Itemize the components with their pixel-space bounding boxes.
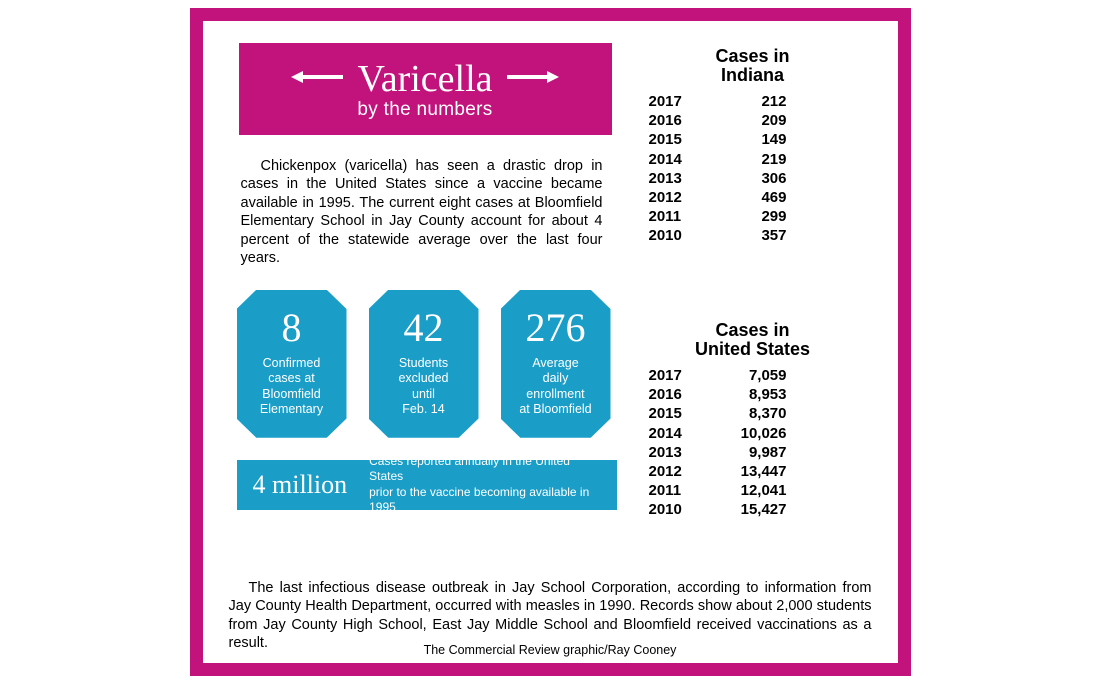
table-row: 20158,370 bbox=[643, 404, 863, 423]
arrow-left-icon bbox=[291, 70, 343, 88]
badge-students-excluded: 42 Students excluded until Feb. 14 bbox=[369, 290, 479, 438]
million-number: 4 million bbox=[253, 470, 348, 500]
table-row: 201015,427 bbox=[643, 500, 863, 519]
credit-line: The Commercial Review graphic/Ray Cooney bbox=[203, 643, 898, 657]
title-banner: Varicella by the numbers bbox=[239, 43, 612, 135]
year-cell: 2014 bbox=[643, 424, 705, 443]
table-row: 20139,987 bbox=[643, 443, 863, 462]
badge-number: 8 bbox=[282, 308, 302, 348]
cases-indiana-table: 2017212201620920151492014219201330620124… bbox=[643, 92, 863, 246]
year-cell: 2017 bbox=[643, 92, 705, 111]
cases-indiana: Cases in Indiana 20172122016209201514920… bbox=[643, 47, 863, 246]
title-subtitle: by the numbers bbox=[357, 99, 492, 121]
year-cell: 2017 bbox=[643, 366, 705, 385]
table-row: 2014219 bbox=[643, 150, 863, 169]
year-cell: 2015 bbox=[643, 404, 705, 423]
title-main: Varicella bbox=[357, 57, 492, 101]
table-row: 20168,953 bbox=[643, 385, 863, 404]
year-cell: 2015 bbox=[643, 130, 705, 149]
year-cell: 2012 bbox=[643, 188, 705, 207]
year-cell: 2010 bbox=[643, 226, 705, 245]
year-cell: 2016 bbox=[643, 385, 705, 404]
table-row: 2012469 bbox=[643, 188, 863, 207]
value-cell: 219 bbox=[705, 150, 805, 169]
value-cell: 469 bbox=[705, 188, 805, 207]
cases-us-title: Cases in United States bbox=[643, 321, 863, 361]
million-bar: 4 million Cases reported annually in the… bbox=[237, 460, 617, 510]
value-cell: 212 bbox=[705, 92, 805, 111]
table-row: 2016209 bbox=[643, 111, 863, 130]
year-cell: 2012 bbox=[643, 462, 705, 481]
value-cell: 7,059 bbox=[705, 366, 805, 385]
table-row: 2010357 bbox=[643, 226, 863, 245]
year-cell: 2014 bbox=[643, 150, 705, 169]
value-cell: 149 bbox=[705, 130, 805, 149]
value-cell: 8,953 bbox=[705, 385, 805, 404]
year-cell: 2011 bbox=[643, 481, 705, 500]
badge-enrollment: 276 Average daily enrollment at Bloomfie… bbox=[501, 290, 611, 438]
cases-indiana-title: Cases in Indiana bbox=[643, 47, 863, 87]
value-cell: 13,447 bbox=[705, 462, 805, 481]
badge-text: Confirmed cases at Bloomfield Elementary bbox=[260, 356, 323, 419]
table-row: 201213,447 bbox=[643, 462, 863, 481]
year-cell: 2010 bbox=[643, 500, 705, 519]
table-row: 2015149 bbox=[643, 130, 863, 149]
table-row: 201112,041 bbox=[643, 481, 863, 500]
badge-text: Students excluded until Feb. 14 bbox=[398, 356, 448, 419]
badge-number: 276 bbox=[526, 308, 586, 348]
value-cell: 9,987 bbox=[705, 443, 805, 462]
value-cell: 209 bbox=[705, 111, 805, 130]
table-row: 2017212 bbox=[643, 92, 863, 111]
value-cell: 8,370 bbox=[705, 404, 805, 423]
table-row: 20177,059 bbox=[643, 366, 863, 385]
cases-us-table: 20177,05920168,95320158,370201410,026201… bbox=[643, 366, 863, 520]
year-cell: 2013 bbox=[643, 443, 705, 462]
intro-paragraph: Chickenpox (varicella) has seen a drasti… bbox=[241, 157, 603, 268]
table-row: 2011299 bbox=[643, 207, 863, 226]
arrow-right-icon bbox=[507, 70, 559, 88]
value-cell: 15,427 bbox=[705, 500, 805, 519]
year-cell: 2011 bbox=[643, 207, 705, 226]
badge-text: Average daily enrollment at Bloomfield bbox=[519, 356, 591, 419]
table-row: 201410,026 bbox=[643, 424, 863, 443]
badge-confirmed-cases: 8 Confirmed cases at Bloomfield Elementa… bbox=[237, 290, 347, 438]
table-row: 2013306 bbox=[643, 169, 863, 188]
outer-frame: Varicella by the numbers Chickenpox (var… bbox=[190, 8, 911, 676]
badge-number: 42 bbox=[404, 308, 444, 348]
value-cell: 10,026 bbox=[705, 424, 805, 443]
year-cell: 2013 bbox=[643, 169, 705, 188]
cases-us: Cases in United States 20177,05920168,95… bbox=[643, 321, 863, 520]
million-text: Cases reported annually in the United St… bbox=[369, 454, 600, 516]
value-cell: 12,041 bbox=[705, 481, 805, 500]
value-cell: 306 bbox=[705, 169, 805, 188]
value-cell: 357 bbox=[705, 226, 805, 245]
year-cell: 2016 bbox=[643, 111, 705, 130]
value-cell: 299 bbox=[705, 207, 805, 226]
inner-panel: Varicella by the numbers Chickenpox (var… bbox=[203, 21, 898, 663]
title-row: Varicella bbox=[291, 57, 558, 101]
